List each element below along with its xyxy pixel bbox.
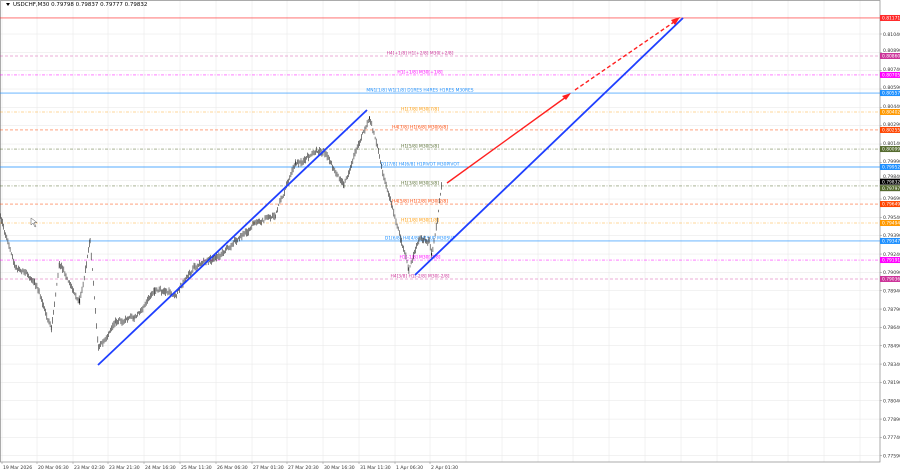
- x-tick-label: 23 Mar 02:30: [74, 465, 105, 471]
- level-label: H4[+1/8] H1[+2/8] M30[+2/8]: [387, 51, 454, 57]
- price-tag: [880, 90, 900, 97]
- plot-frame: [0, 0, 881, 463]
- price-tag-label: 0.80402: [882, 110, 900, 116]
- drawings[interactable]: [97, 17, 684, 366]
- crosshair-cursor-icon: [30, 217, 38, 228]
- price-tag-label: 0.79191: [882, 258, 900, 264]
- price-tag-label: 0.81171: [882, 16, 900, 22]
- forecast-dashed-line[interactable]: [574, 21, 675, 91]
- price-tag-label: 0.80860: [882, 54, 900, 60]
- x-tick-label: 20 Mar 06:30: [38, 465, 69, 471]
- dropdown-triangle-icon[interactable]: [6, 3, 10, 6]
- level-label: H1[3/8] M30[3/8]: [401, 180, 439, 186]
- arrowhead-icon: [562, 93, 571, 100]
- x-tick-label: 23 Mar 21:30: [109, 465, 140, 471]
- x-tick-label: 30 Mar 16:30: [324, 465, 355, 471]
- level-label: H4[5/8] H1[2/8] M30[2/8]: [392, 199, 448, 205]
- price-tag: [880, 126, 900, 133]
- level-label: MN1[1/8] W1[1/8] D1RES H4RES H1RES M30RE…: [366, 88, 473, 94]
- price-tag-label: 0.80705: [882, 73, 900, 79]
- price-tag: [880, 201, 900, 208]
- forecast-arrow-line[interactable]: [446, 96, 567, 184]
- price-tag-label: 0.80557: [882, 91, 900, 97]
- x-tick-label: 19 Mar 2026: [3, 465, 32, 471]
- current-price-tag: [880, 178, 900, 185]
- chart-title: USDCHF,M30 0.79798 0.79837 0.79777 0.798…: [6, 2, 147, 8]
- level-label: H4[7/8] H1[6/8] M30[6/8]: [392, 124, 448, 130]
- price-tag-label: 0.79494: [882, 221, 900, 227]
- price-tag-label: 0.79797: [882, 186, 900, 192]
- level-label: H1[-1/8] M30[-1/8]: [399, 255, 440, 261]
- level-label: H1[7/8] M30[7/8]: [401, 106, 439, 112]
- trendline-lower-left[interactable]: [97, 109, 368, 366]
- price-tag: [880, 219, 900, 226]
- x-tick-label: 24 Mar 16:30: [145, 465, 176, 471]
- symbol-label: USDCHF,M30: [13, 2, 50, 8]
- arrowhead-icon: [671, 17, 680, 25]
- trendline-channel-right[interactable]: [414, 17, 684, 276]
- grid: [0, 0, 881, 463]
- price-bars: [0, 116, 442, 351]
- price-tag: [880, 14, 900, 21]
- level-label: H1[1/8] M30[1/8]: [401, 217, 439, 223]
- price-tag: [880, 108, 900, 115]
- x-tick-label: 25 Mar 11:30: [181, 465, 212, 471]
- price-tag-label: 0.79036: [882, 277, 900, 283]
- ohlc-readout: 0.79798 0.79837 0.79777 0.79832: [51, 2, 148, 8]
- level-label: H1[+1/8] M30[+1/8]: [397, 69, 442, 75]
- price-tag: [880, 71, 900, 78]
- x-tick-label: 27 Mar 20:30: [288, 465, 319, 471]
- price-tag: [880, 185, 900, 192]
- price-tag: [880, 164, 900, 171]
- time-axis[interactable]: 19 Mar 2026 20 Mar 06:30 23 Mar 02:30 23 Ma…: [1, 462, 458, 471]
- price-tag-label: 0.79347: [882, 239, 900, 245]
- level-label: H1[5/8] M30[5/8]: [401, 144, 439, 150]
- price-tag: [880, 237, 900, 244]
- level-label: D1[7/8] H4[6/8] H1PIVOT M30PIVOT: [381, 162, 460, 168]
- price-tag-label: 0.79649: [882, 202, 900, 208]
- price-tag-label: 0.80099: [882, 147, 900, 153]
- murrey-levels: H4[+1/8] H1[+2/8] M30[+2/8] H1[+1/8] M30[…: [0, 17, 880, 279]
- x-tick-label: 26 Mar 06:30: [217, 465, 248, 471]
- level-label: H4[3/8] H1[-2/8] M30[-2/8]: [390, 273, 449, 279]
- price-tag: [880, 53, 900, 60]
- x-tick-label: 31 Mar 11:30: [360, 465, 391, 471]
- price-tag: [880, 146, 900, 153]
- price-tag: [880, 257, 900, 264]
- x-tick-label: 1 Apr 06:30: [396, 465, 423, 471]
- price-tag-label: 0.80255: [882, 128, 900, 134]
- price-tag: [880, 275, 900, 282]
- x-tick-label: 27 Mar 01:30: [253, 465, 284, 471]
- current-price-tag-label: 0.79832: [882, 179, 900, 185]
- price-tag-label: 0.79952: [882, 165, 900, 171]
- x-tick-label: 2 Apr 01:30: [431, 465, 458, 471]
